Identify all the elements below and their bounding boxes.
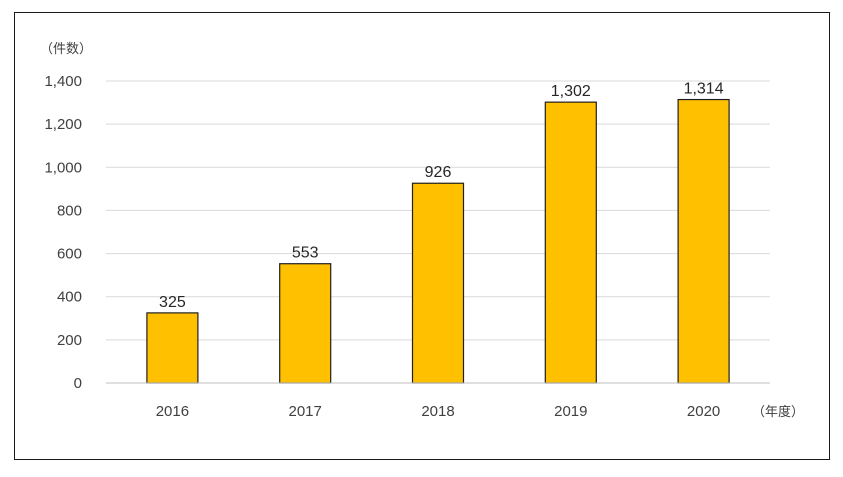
bar-2016 <box>146 312 199 384</box>
data-label: 325 <box>159 294 186 311</box>
x-tick-label: 2017 <box>289 403 322 420</box>
x-tick-label: 2019 <box>554 403 587 420</box>
x-axis-unit-label: （年度） <box>752 404 804 419</box>
data-label: 926 <box>425 164 452 181</box>
y-tick-label: 1,200 <box>44 116 82 133</box>
y-axis-unit-label: （件数） <box>40 41 92 56</box>
bar-2017 <box>279 263 332 384</box>
x-axis-ticks: 2016 2017 2018 2019 2020 <box>156 403 721 420</box>
x-tick-label: 2020 <box>687 403 720 420</box>
y-tick-label: 200 <box>57 332 82 349</box>
x-tick-label: 2016 <box>156 403 189 420</box>
y-axis-ticks: 0 200 400 600 800 1,000 1,200 1,400 <box>44 73 82 392</box>
data-label: 553 <box>292 245 319 262</box>
data-labels: 325 553 926 1,302 1,314 <box>159 81 724 311</box>
bar-2019 <box>544 101 597 384</box>
y-tick-label: 800 <box>57 202 82 219</box>
data-label: 1,302 <box>551 83 591 100</box>
data-label: 1,314 <box>684 81 724 98</box>
y-tick-label: 1,400 <box>44 73 82 90</box>
gridlines <box>106 80 770 341</box>
y-tick-label: 400 <box>57 289 82 306</box>
x-tick-label: 2018 <box>421 403 454 420</box>
y-tick-label: 600 <box>57 246 82 263</box>
bar-2020 <box>677 98 730 384</box>
y-tick-label: 0 <box>74 375 82 392</box>
y-tick-label: 1,000 <box>44 159 82 176</box>
bars <box>146 98 730 384</box>
bar-2018 <box>411 182 465 384</box>
